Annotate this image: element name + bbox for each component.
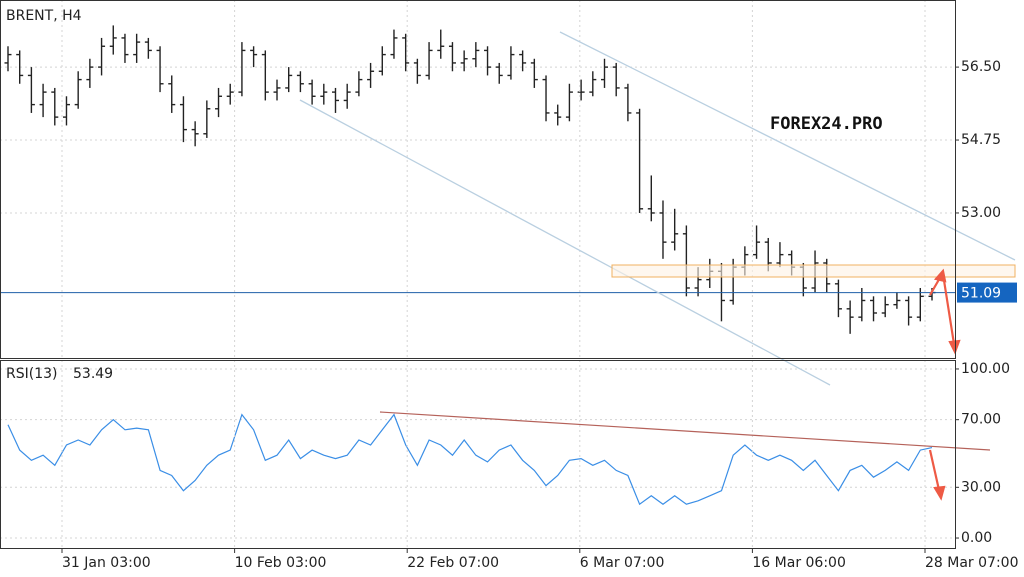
rsi-trendline (379, 411, 991, 451)
x-tick-label: 22 Feb 07:00 (407, 555, 499, 571)
layers: 56.50 54.75 53.00 100.00 70.00 30.00 0.00 (0, 0, 1010, 553)
rsi-title: RSI(13) (6, 366, 57, 382)
arrow-head (933, 485, 946, 501)
y-tick-label: 56.50 (961, 59, 1001, 75)
x-tick-label: 10 Feb 03:00 (235, 555, 327, 571)
watermark: FOREX24.PRO (770, 114, 883, 134)
y-tick-label: 70.00 (961, 412, 1001, 428)
resistance-zone (611, 264, 1016, 278)
y-tick-label: 30.00 (961, 479, 1001, 495)
y-tick-label: 0.00 (961, 530, 992, 546)
x-tick-label: 28 Mar 07:00 (925, 555, 1018, 571)
price-title: BRENT, H4 (6, 8, 82, 24)
current-price-label: 51.09 (961, 286, 1001, 302)
x-tick-label: 16 Mar 06:00 (752, 555, 845, 571)
arrows (928, 268, 961, 501)
rsi-panel-frame (0, 360, 956, 549)
y-tick-label: 100.00 (961, 361, 1010, 377)
arrow-head (948, 339, 961, 355)
current-price-box (957, 282, 1017, 303)
price-panel-frame (0, 0, 956, 359)
y-tick-label: 54.75 (961, 132, 1001, 148)
x-tick-label: 6 Mar 07:00 (580, 555, 665, 571)
y-tick-label: 53.00 (961, 205, 1001, 221)
channel-upper (559, 31, 1016, 261)
rsi-current: 53.49 (73, 366, 113, 382)
rsi-arrow-down (928, 449, 941, 491)
x-tick-label: 31 Jan 03:00 (62, 555, 151, 571)
arrow-down (941, 273, 956, 345)
channel-lower (299, 99, 831, 386)
rsi-line (7, 413, 933, 506)
